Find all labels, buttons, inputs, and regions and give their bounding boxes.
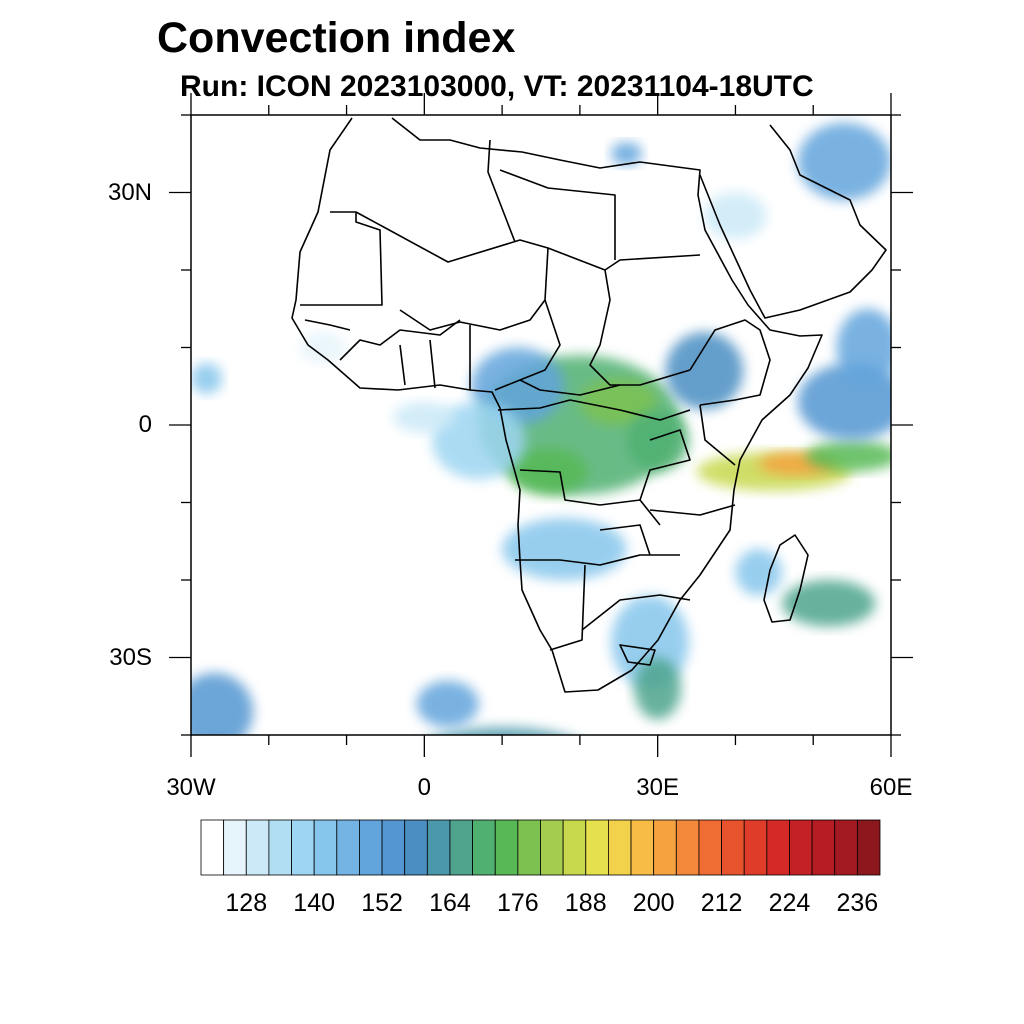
arabia-coastline bbox=[699, 124, 887, 319]
x-tick-label: 30W bbox=[166, 774, 216, 801]
field-blob-16 bbox=[735, 549, 783, 596]
border-line bbox=[515, 554, 680, 566]
colorbar-tick-label: 164 bbox=[429, 889, 471, 917]
colorbar-tick-label: 140 bbox=[293, 889, 336, 917]
border-line bbox=[304, 319, 351, 331]
field-blob-15 bbox=[782, 580, 876, 627]
field-blob-20 bbox=[440, 727, 564, 735]
border-line bbox=[519, 469, 661, 526]
field-blob-18 bbox=[634, 657, 682, 720]
y-tick-label: 30N bbox=[107, 178, 152, 206]
field-blob-24 bbox=[299, 332, 347, 363]
border-line bbox=[599, 524, 651, 556]
convection-field bbox=[191, 122, 891, 735]
border-line bbox=[649, 504, 736, 516]
axis-ticks bbox=[169, 93, 913, 757]
border-line bbox=[494, 299, 561, 391]
field-blob-7 bbox=[393, 401, 456, 433]
colorbar-tick-label: 128 bbox=[225, 889, 268, 917]
madagascar-outline bbox=[763, 534, 809, 623]
border-line bbox=[399, 325, 471, 390]
border-line bbox=[581, 594, 691, 631]
border-line bbox=[399, 247, 549, 331]
colorbar-tick-label: 200 bbox=[632, 889, 675, 917]
colorbar-tick-label: 188 bbox=[564, 889, 607, 917]
border-line bbox=[487, 139, 516, 243]
border-line bbox=[355, 211, 701, 271]
africa-coastline bbox=[291, 117, 823, 693]
field-blob-14 bbox=[704, 192, 767, 239]
chart-subtitle: Run: ICON 2023103000, VT: 20231104-18UTC bbox=[180, 70, 814, 103]
colorbar-tick-label: 224 bbox=[768, 889, 811, 917]
colorbar-tick-label: 212 bbox=[700, 889, 743, 917]
colorbar-tick-label: 236 bbox=[836, 889, 879, 917]
country-borders bbox=[291, 117, 887, 693]
field-blob-10 bbox=[805, 440, 891, 472]
field-blob-13 bbox=[797, 122, 891, 201]
border-line bbox=[639, 429, 691, 501]
field-blob-4 bbox=[665, 332, 744, 410]
colorbar-tick-label: 152 bbox=[361, 889, 403, 917]
y-tick-label: 0 bbox=[138, 411, 152, 438]
field-blob-23 bbox=[191, 363, 223, 394]
border-line bbox=[499, 169, 616, 260]
field-blob-3 bbox=[626, 409, 689, 472]
border-line bbox=[699, 404, 736, 466]
x-tick-label: 60E bbox=[869, 774, 913, 801]
field-blob-21 bbox=[416, 680, 479, 728]
border-line bbox=[619, 644, 656, 666]
colorbar-tick-label: 176 bbox=[497, 889, 539, 917]
border-line bbox=[339, 319, 461, 361]
border-line bbox=[589, 269, 691, 386]
border-line bbox=[300, 211, 383, 306]
chart-title: Convection index bbox=[157, 14, 516, 62]
y-tick-label: 30S bbox=[109, 643, 152, 671]
border-line bbox=[549, 564, 586, 651]
x-tick-label: 0 bbox=[417, 774, 432, 801]
border-line bbox=[519, 379, 621, 396]
border-line bbox=[689, 319, 771, 406]
border-line bbox=[497, 399, 691, 421]
x-tick-label: 30E bbox=[636, 774, 680, 801]
field-blob-25 bbox=[611, 142, 643, 166]
field-blob-12 bbox=[836, 308, 891, 387]
field-blob-22 bbox=[191, 673, 254, 735]
